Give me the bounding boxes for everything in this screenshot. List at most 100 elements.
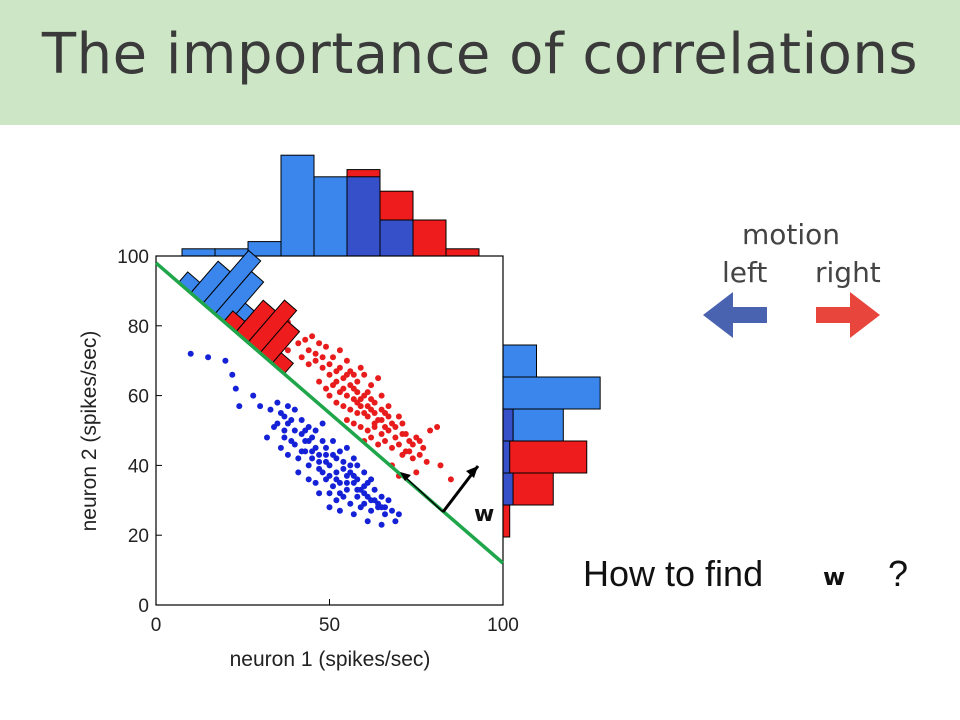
- data-point: [382, 438, 388, 444]
- y-tick-label: 100: [117, 247, 149, 268]
- question-text: How to find: [583, 553, 764, 594]
- x-axis-label: neuron 1 (spikes/sec): [230, 648, 431, 671]
- right-hist-bar-red: [502, 504, 511, 538]
- data-point: [378, 431, 385, 437]
- data-point: [305, 462, 312, 469]
- data-point: [385, 413, 392, 420]
- data-point: [406, 448, 413, 455]
- data-point: [312, 427, 319, 434]
- title-band: [0, 0, 960, 125]
- data-point: [232, 385, 239, 392]
- y-axis-label: neuron 2 (spikes/sec): [78, 331, 101, 532]
- data-point: [323, 444, 329, 451]
- x-tick-label: 0: [151, 615, 162, 636]
- data-point: [264, 434, 270, 441]
- data-point: [267, 406, 274, 413]
- data-point: [385, 403, 392, 410]
- data-point: [389, 444, 395, 451]
- y-tick-label: 0: [138, 596, 149, 617]
- data-point: [361, 392, 368, 399]
- data-point: [399, 420, 406, 427]
- data-point: [375, 500, 382, 507]
- data-point: [340, 385, 347, 392]
- data-point: [382, 511, 388, 518]
- data-point: [343, 357, 350, 364]
- right-histogram: [502, 344, 601, 538]
- data-point: [281, 427, 288, 434]
- data-point: [312, 357, 319, 364]
- data-point: [378, 417, 385, 423]
- data-point: [357, 403, 364, 410]
- w-vector-label: w: [474, 502, 494, 527]
- data-point: [302, 336, 309, 343]
- legend-right-label: right: [815, 256, 881, 289]
- data-point: [354, 378, 361, 385]
- data-point: [330, 354, 336, 361]
- question-mark: ?: [888, 553, 909, 594]
- data-point: [343, 479, 350, 486]
- top-hist-bar-red: [445, 248, 480, 257]
- data-point: [205, 354, 212, 361]
- y-tick-label: 80: [128, 317, 149, 338]
- left-arrow-icon: [703, 292, 767, 338]
- question-w-symbol: w: [823, 563, 846, 591]
- data-point: [281, 413, 288, 420]
- right-hist-bar-overlap: [502, 472, 514, 506]
- data-point: [385, 497, 392, 504]
- data-point: [409, 441, 416, 448]
- data-point: [361, 371, 368, 378]
- data-point: [354, 493, 361, 500]
- data-point: [284, 451, 291, 458]
- data-point: [222, 357, 229, 364]
- data-point: [187, 350, 194, 357]
- data-point: [333, 476, 340, 483]
- data-point: [326, 472, 333, 479]
- data-point: [274, 399, 281, 406]
- data-point: [277, 444, 284, 451]
- data-point: [368, 497, 375, 504]
- data-point: [326, 361, 333, 368]
- data-point: [295, 455, 302, 462]
- data-point: [291, 406, 298, 413]
- data-point: [371, 410, 378, 416]
- y-tick-label: 20: [128, 526, 149, 547]
- data-point: [250, 392, 257, 399]
- top-hist-bar-overlap: [346, 176, 381, 257]
- data-point: [364, 413, 371, 420]
- data-point: [343, 472, 350, 479]
- top-hist-bar-red: [412, 219, 447, 257]
- data-point: [354, 389, 361, 396]
- data-point: [298, 417, 305, 423]
- data-point: [330, 483, 336, 490]
- top-hist-bar-blue: [280, 154, 315, 257]
- right-hist-bar-overlap: [502, 440, 511, 474]
- legend-heading: motion: [742, 218, 841, 251]
- data-point: [361, 490, 368, 497]
- data-point: [347, 500, 354, 507]
- data-point: [336, 490, 343, 497]
- data-point: [364, 518, 371, 525]
- data-point: [382, 424, 388, 430]
- data-point: [312, 350, 319, 357]
- data-point: [330, 451, 336, 458]
- data-point: [336, 507, 343, 514]
- data-point: [447, 476, 454, 483]
- data-point: [305, 361, 312, 368]
- data-point: [312, 479, 319, 486]
- data-point: [330, 438, 336, 444]
- data-point: [357, 504, 364, 511]
- data-point: [291, 441, 298, 448]
- discriminant-line: [154, 261, 505, 565]
- data-point: [319, 364, 326, 371]
- data-point: [323, 385, 329, 392]
- data-point: [333, 378, 340, 385]
- data-point: [368, 396, 375, 403]
- w-arrow-tail: [403, 475, 444, 513]
- data-point: [399, 451, 406, 458]
- data-point: [395, 413, 402, 420]
- data-point: [319, 420, 326, 427]
- data-point: [333, 469, 340, 476]
- data-point: [336, 364, 343, 371]
- data-point: [392, 424, 399, 430]
- y-tick-label: 40: [128, 456, 149, 477]
